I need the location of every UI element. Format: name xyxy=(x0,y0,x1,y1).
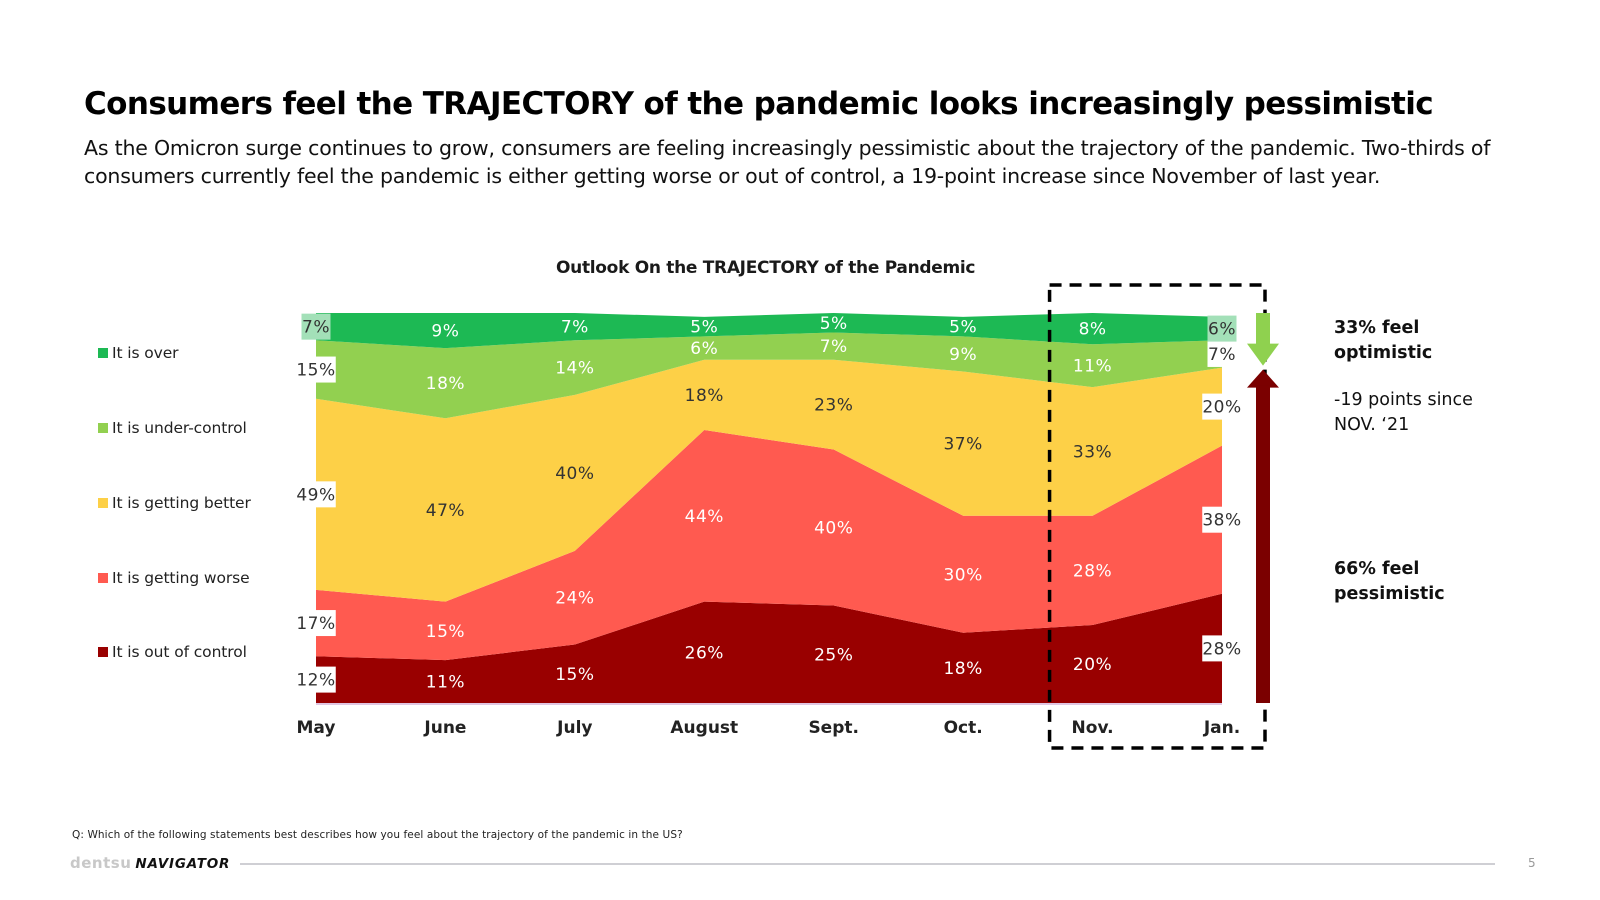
data-label-it-is-over: 6% xyxy=(1208,320,1236,340)
area-it-is-over xyxy=(316,313,1222,349)
data-label-box xyxy=(1202,393,1242,420)
brand-name: dentsu xyxy=(70,854,132,872)
data-label-it-is-getting-better: 20% xyxy=(1202,398,1241,418)
x-tick-label: May xyxy=(297,718,336,738)
page-subtitle: As the Omicron surge continues to grow, … xyxy=(84,136,1491,188)
data-label-it-is-out-of-control: 18% xyxy=(943,659,982,679)
data-label-it-is-getting-worse: 17% xyxy=(296,614,335,634)
legend-item-getting-worse: It is getting worse xyxy=(98,569,250,587)
data-label-it-is-over: 5% xyxy=(820,314,848,334)
data-label-box xyxy=(296,356,336,383)
pessimistic-arrow-shaft xyxy=(1256,385,1270,703)
pessimistic-note: 66% feel pessimistic xyxy=(1334,559,1445,604)
legend-label-out-of-control: It is out of control xyxy=(112,643,247,661)
legend-swatch-over xyxy=(98,347,108,358)
data-label-it-is-over: 7% xyxy=(561,318,589,338)
data-label-box xyxy=(301,313,331,340)
data-label-it-is-getting-better: 40% xyxy=(555,464,594,484)
chart-title: Outlook On the TRAJECTORY of the Pandemi… xyxy=(556,258,976,278)
x-tick-label: Oct. xyxy=(944,718,983,738)
data-label-it-is-over: 9% xyxy=(431,322,459,342)
legend-swatch-under-control xyxy=(98,422,108,433)
area-it-is-getting-worse xyxy=(316,430,1222,661)
data-label-box xyxy=(1202,506,1242,533)
legend-swatch-out-of-control xyxy=(98,646,108,657)
x-tick-label: June xyxy=(423,718,466,738)
x-tick-label: July xyxy=(556,718,592,738)
data-label-it-is-under-control: 14% xyxy=(555,359,594,379)
data-labels: 12% 11% 15% 26% 25% 18% 20% 28% 17% 15% 24% 44% 40% 3… xyxy=(296,313,1242,693)
data-label-box xyxy=(296,666,336,693)
data-label-it-is-under-control: 15% xyxy=(296,361,335,381)
data-label-it-is-out-of-control: 12% xyxy=(296,671,335,691)
legend-swatch-getting-worse xyxy=(98,572,108,583)
brand-logo: dentsu NAVIGATOR xyxy=(70,854,230,872)
data-label-box xyxy=(1207,340,1237,367)
data-label-it-is-getting-better: 23% xyxy=(814,396,853,416)
data-label-it-is-out-of-control: 26% xyxy=(685,643,724,663)
data-label-it-is-out-of-control: 11% xyxy=(426,673,465,693)
data-label-it-is-over: 5% xyxy=(949,318,977,338)
data-label-it-is-getting-better: 37% xyxy=(943,435,982,455)
page-number: 5 xyxy=(1528,856,1536,870)
area-it-is-out-of-control xyxy=(316,593,1222,703)
data-label-it-is-under-control: 6% xyxy=(690,339,718,359)
optimistic-note: 33% feel optimistic xyxy=(1334,318,1433,363)
x-tick-label: Jan. xyxy=(1203,718,1240,738)
legend-item-getting-better: It is getting better xyxy=(98,494,251,512)
data-label-it-is-under-control: 7% xyxy=(1208,345,1236,365)
survey-question: Q: Which of the following statements bes… xyxy=(72,829,683,841)
data-label-it-is-getting-better: 18% xyxy=(685,386,724,406)
data-label-it-is-out-of-control: 20% xyxy=(1073,655,1112,675)
product-name: NAVIGATOR xyxy=(135,856,231,872)
area-layers xyxy=(316,313,1222,703)
data-label-it-is-getting-worse: 38% xyxy=(1202,511,1241,531)
data-label-it-is-out-of-control: 25% xyxy=(814,645,853,665)
data-label-it-is-over: 5% xyxy=(690,318,718,338)
data-label-box xyxy=(296,610,336,637)
data-label-it-is-out-of-control: 28% xyxy=(1202,639,1241,659)
data-label-it-is-getting-worse: 28% xyxy=(1073,561,1112,581)
x-tick-label: Sept. xyxy=(808,718,859,738)
data-label-box xyxy=(296,481,336,508)
area-it-is-getting-better xyxy=(316,359,1222,602)
data-label-it-is-under-control: 11% xyxy=(1073,357,1112,377)
data-label-box xyxy=(1207,315,1237,342)
data-label-it-is-getting-worse: 44% xyxy=(685,507,724,527)
change-note: -19 points since NOV. ‘21 xyxy=(1334,390,1473,435)
data-label-it-is-under-control: 18% xyxy=(426,374,465,394)
data-label-it-is-out-of-control: 15% xyxy=(555,665,594,685)
optimistic-arrow-shaft xyxy=(1256,313,1270,346)
data-label-it-is-under-control: 9% xyxy=(949,345,977,365)
page-title: Consumers feel the TRAJECTORY of the pan… xyxy=(84,86,1434,122)
data-label-it-is-getting-worse: 30% xyxy=(943,565,982,585)
data-label-it-is-over: 7% xyxy=(302,318,330,338)
footer-divider xyxy=(240,863,1495,865)
data-label-it-is-getting-better: 49% xyxy=(296,485,335,505)
x-axis-ticks: May June July August Sept. Oct. Nov. Jan. xyxy=(297,718,1241,738)
legend-item-over: It is over xyxy=(98,344,179,362)
data-label-box xyxy=(1202,635,1242,662)
data-label-it-is-getting-worse: 24% xyxy=(555,589,594,609)
legend-label-getting-worse: It is getting worse xyxy=(112,569,250,587)
legend-swatch-getting-better xyxy=(98,497,108,508)
legend-item-under-control: It is under-control xyxy=(98,419,247,437)
x-tick-label: Nov. xyxy=(1072,718,1114,738)
x-tick-label: August xyxy=(670,718,738,738)
data-label-it-is-getting-better: 33% xyxy=(1073,442,1112,462)
data-label-it-is-over: 8% xyxy=(1079,320,1107,340)
legend-item-out-of-control: It is out of control xyxy=(98,643,247,661)
legend-label-under-control: It is under-control xyxy=(112,419,247,437)
legend-label-getting-better: It is getting better xyxy=(112,494,251,512)
legend-label-over: It is over xyxy=(112,344,179,362)
optimistic-arrow-head xyxy=(1247,343,1279,366)
data-label-it-is-under-control: 7% xyxy=(820,337,848,357)
data-label-it-is-getting-better: 47% xyxy=(426,501,465,521)
area-it-is-under-control xyxy=(316,332,1222,419)
pessimistic-arrow-head xyxy=(1247,369,1279,388)
data-label-it-is-getting-worse: 40% xyxy=(814,519,853,539)
data-label-it-is-getting-worse: 15% xyxy=(426,622,465,642)
